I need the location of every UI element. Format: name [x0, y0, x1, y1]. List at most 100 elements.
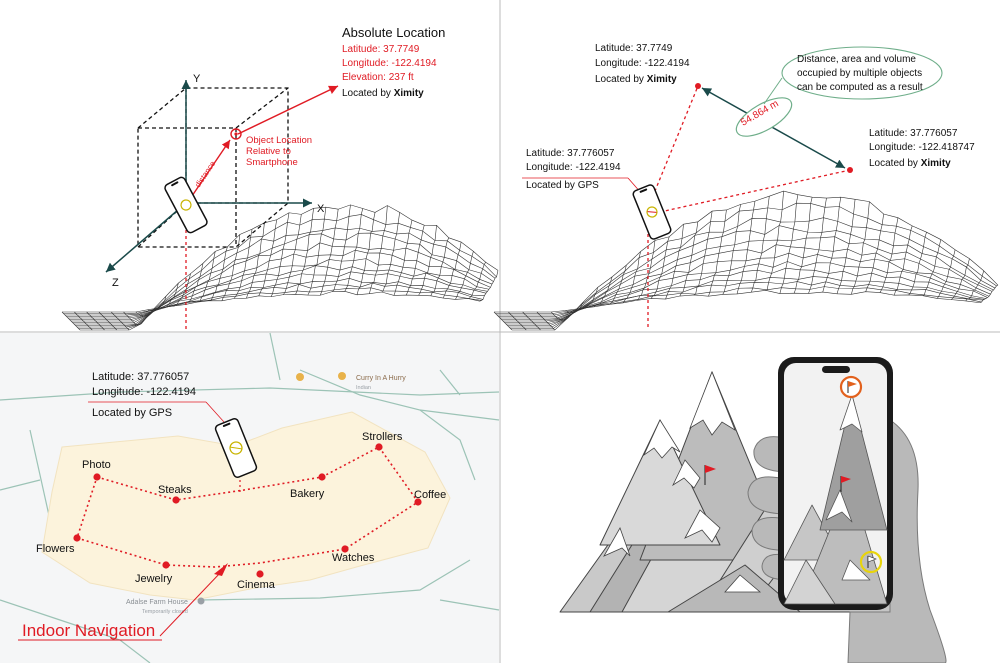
phone-located-by-map: Located by GPS: [92, 407, 172, 419]
distance-value-ellipse: [735, 97, 793, 137]
mesh-line: [508, 311, 527, 331]
map-pin-icon: [197, 597, 205, 605]
mesh-line: [836, 199, 856, 294]
mesh-line: [650, 236, 670, 299]
mesh-line: [922, 239, 942, 296]
store-marker: [318, 473, 326, 481]
store-marker: [73, 534, 81, 542]
point-b-longitude: Longitude: -122.418747: [869, 142, 975, 153]
mesh-line: [442, 241, 462, 299]
mesh-line: [536, 311, 556, 331]
mesh-line: [522, 311, 541, 331]
store-label: Steaks: [158, 484, 192, 496]
mesh-line: [332, 204, 351, 292]
mesh-line: [608, 265, 627, 305]
mesh-line: [72, 249, 491, 323]
phone-flag-icon: [840, 476, 851, 492]
axis-x-label: X: [317, 203, 325, 215]
indoor-navigation-title: Indoor Navigation: [22, 621, 155, 640]
mesh-line: [865, 213, 884, 292]
absolute-latitude: Latitude: 37.7749: [342, 44, 420, 55]
mesh-line: [936, 249, 956, 299]
point-a-marker: [695, 83, 701, 89]
distance-label: distance: [193, 159, 217, 189]
navigation-route: [75, 445, 420, 568]
terrain-mesh-right: [493, 190, 999, 331]
absolute-located-by: Located by Ximity: [342, 88, 424, 99]
map-place-label-top: Curry In A Hurry: [356, 375, 406, 382]
mesh-line: [736, 201, 756, 294]
object-location-label: Object Location: [246, 135, 312, 146]
mesh-line: [63, 287, 482, 314]
mesh-line: [593, 276, 613, 308]
store-marker: [162, 561, 170, 569]
mesh-line: [504, 244, 991, 323]
note-ellipse: [781, 46, 943, 100]
mesh-line: [381, 212, 400, 293]
note-line-2: occupied by multiple objects: [797, 68, 922, 79]
mesh-line: [851, 201, 870, 295]
mesh-line: [879, 217, 899, 293]
mesh-line: [405, 225, 425, 296]
mesh-line: [369, 205, 388, 294]
mesh-line: [665, 224, 684, 300]
mesh-line: [693, 211, 713, 296]
mesh-line: [295, 208, 314, 295]
mesh-line: [779, 194, 799, 294]
mesh-line: [78, 214, 497, 329]
highlighted-flag-icon-orange: [839, 375, 863, 399]
note-line-3: can be computed as a result: [797, 82, 923, 93]
distance-arrow: [191, 139, 231, 197]
panel-distance-computation: 54.864 m Latitude: 37.7749 Longitude: -1…: [493, 43, 999, 331]
map-pins: [197, 372, 346, 605]
phone-latitude-map: Latitude: 37.776057: [92, 371, 189, 383]
mesh-line: [61, 311, 81, 331]
mesh-line: [793, 197, 813, 294]
gps-label-leader-map-diag: [205, 401, 225, 423]
store-marker: [93, 473, 101, 481]
note-line-1: Distance, area and volume: [797, 54, 916, 65]
point-a-latitude: Latitude: 37.7749: [595, 43, 673, 54]
mesh-line: [393, 220, 413, 296]
store-label: Watches: [332, 552, 375, 564]
object-target-icon: [230, 128, 242, 140]
absolute-location-title: Absolute Location: [342, 25, 445, 40]
mesh-line: [808, 197, 827, 294]
mesh-line: [512, 190, 999, 331]
mesh-line: [751, 196, 770, 293]
axis-z: [105, 202, 187, 273]
axis-y-label: Y: [193, 73, 201, 85]
mesh-line: [221, 234, 241, 301]
smartphone-icon-map: [214, 418, 258, 478]
phone-located-by-right: Located by GPS: [526, 180, 599, 191]
mesh-line: [319, 209, 339, 296]
mesh-line: [246, 222, 265, 299]
mesh-line: [344, 208, 364, 292]
mesh-line: [822, 197, 842, 293]
mesh-line: [160, 283, 179, 309]
object-smartphone-label: Smartphone: [246, 157, 298, 168]
panel-indoor-navigation: Curry In A Hurry Indian Adalse Farm Hous…: [0, 332, 500, 663]
mesh-line: [679, 221, 699, 297]
smartphone-icon-right: [632, 184, 672, 240]
smartphone-icon: [164, 176, 208, 234]
map-place-sub-bottom: Temporarily closed: [142, 609, 188, 615]
mesh-line: [430, 237, 450, 296]
mesh-line: [550, 311, 570, 321]
store-label: Coffee: [414, 489, 446, 501]
store-label: Jewelry: [135, 573, 173, 585]
phone-screen-mountains: [783, 394, 888, 605]
axis-z-label: Z: [112, 277, 119, 289]
map-place-label-bottom: Adalse Farm House: [126, 599, 188, 606]
mesh-line: [495, 286, 982, 314]
mesh-line: [62, 291, 481, 313]
mesh-line: [74, 311, 93, 331]
mesh-line: [147, 296, 167, 312]
mesh-line: [209, 246, 228, 302]
mesh-line: [135, 308, 155, 317]
mesh-line: [455, 251, 474, 300]
store-marker: [172, 496, 180, 504]
distance-measure-arrow: [701, 87, 846, 169]
store-marker: [256, 570, 264, 578]
mesh-line: [493, 311, 513, 331]
